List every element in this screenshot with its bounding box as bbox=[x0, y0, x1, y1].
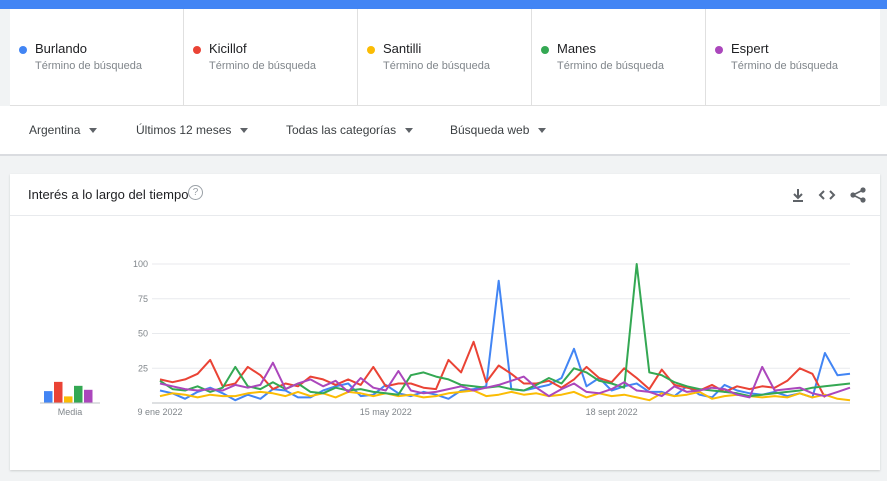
series-line-espert bbox=[159, 361, 851, 399]
average-label: Media bbox=[58, 407, 83, 417]
series-color-dot bbox=[19, 46, 27, 54]
term-name: Espert bbox=[731, 41, 769, 56]
x-tick-label: 9 ene 2022 bbox=[137, 407, 182, 417]
series-line-burlando bbox=[159, 279, 851, 402]
y-tick-label: 75 bbox=[138, 294, 148, 304]
term-type: Término de búsqueda bbox=[557, 60, 665, 72]
filters-bar: Argentina Últimos 12 meses Todas las cat… bbox=[0, 106, 887, 156]
region-dropdown[interactable]: Argentina bbox=[29, 123, 98, 137]
series-color-dot bbox=[367, 46, 375, 54]
average-bar bbox=[44, 391, 53, 403]
period-dropdown-label: Últimos 12 meses bbox=[136, 123, 232, 137]
search-type-dropdown-label: Búsqueda web bbox=[450, 123, 530, 137]
share-icon[interactable] bbox=[849, 186, 867, 204]
term-name: Kicillof bbox=[209, 41, 247, 56]
caret-down-icon bbox=[405, 127, 414, 133]
term-name: Burlando bbox=[35, 41, 88, 56]
card-title: Interés a lo largo del tiempo bbox=[28, 187, 189, 202]
x-tick-label: 18 sept 2022 bbox=[586, 407, 638, 417]
category-dropdown-label: Todas las categorías bbox=[286, 123, 397, 137]
term-type: Término de búsqueda bbox=[383, 60, 491, 72]
series-color-dot bbox=[541, 46, 549, 54]
x-tick-label: 15 may 2022 bbox=[360, 407, 412, 417]
category-dropdown[interactable]: Todas las categorías bbox=[286, 123, 414, 137]
term-type: Término de búsqueda bbox=[731, 60, 839, 72]
help-circle-icon[interactable]: ? bbox=[188, 185, 203, 200]
series-line-kicillof bbox=[159, 340, 826, 398]
caret-down-icon bbox=[538, 127, 547, 133]
y-tick-label: 25 bbox=[138, 363, 148, 373]
series-color-dot bbox=[193, 46, 201, 54]
average-bar bbox=[64, 396, 73, 403]
search-type-dropdown[interactable]: Búsqueda web bbox=[450, 123, 547, 137]
term-manes[interactable]: Manes Término de búsqueda bbox=[532, 9, 706, 105]
search-terms-bar: Burlando Término de búsqueda Kicillof Té… bbox=[10, 9, 880, 106]
embed-code-icon[interactable] bbox=[818, 186, 836, 204]
region-dropdown-label: Argentina bbox=[29, 123, 81, 137]
interest-over-time-card: Interés a lo largo del tiempo ? 25 50 75 10… bbox=[10, 174, 880, 470]
term-name: Santilli bbox=[383, 41, 422, 56]
average-bar bbox=[84, 389, 93, 403]
term-type: Término de búsqueda bbox=[209, 60, 317, 72]
y-tick-label: 100 bbox=[133, 259, 148, 269]
interest-line-chart: 25 50 75 100 Media 9 ene 2022 15 may 2022 18 se… bbox=[40, 259, 851, 417]
term-name: Manes bbox=[557, 41, 597, 56]
y-tick-label: 50 bbox=[138, 329, 148, 339]
series-line-santilli bbox=[159, 389, 851, 402]
term-espert[interactable]: Espert Término de búsqueda bbox=[706, 9, 880, 105]
average-bar bbox=[54, 381, 63, 403]
download-icon[interactable] bbox=[789, 186, 807, 204]
term-santilli[interactable]: Santilli Término de búsqueda bbox=[358, 9, 532, 105]
card-divider bbox=[10, 215, 880, 216]
series-color-dot bbox=[715, 46, 723, 54]
average-bar bbox=[74, 385, 83, 403]
period-dropdown[interactable]: Últimos 12 meses bbox=[136, 123, 249, 137]
term-kicillof[interactable]: Kicillof Término de búsqueda bbox=[184, 9, 358, 105]
top-accent-bar bbox=[0, 0, 887, 9]
caret-down-icon bbox=[89, 127, 98, 133]
term-burlando[interactable]: Burlando Término de búsqueda bbox=[10, 9, 184, 105]
term-type: Término de búsqueda bbox=[35, 60, 143, 72]
caret-down-icon bbox=[240, 127, 249, 133]
